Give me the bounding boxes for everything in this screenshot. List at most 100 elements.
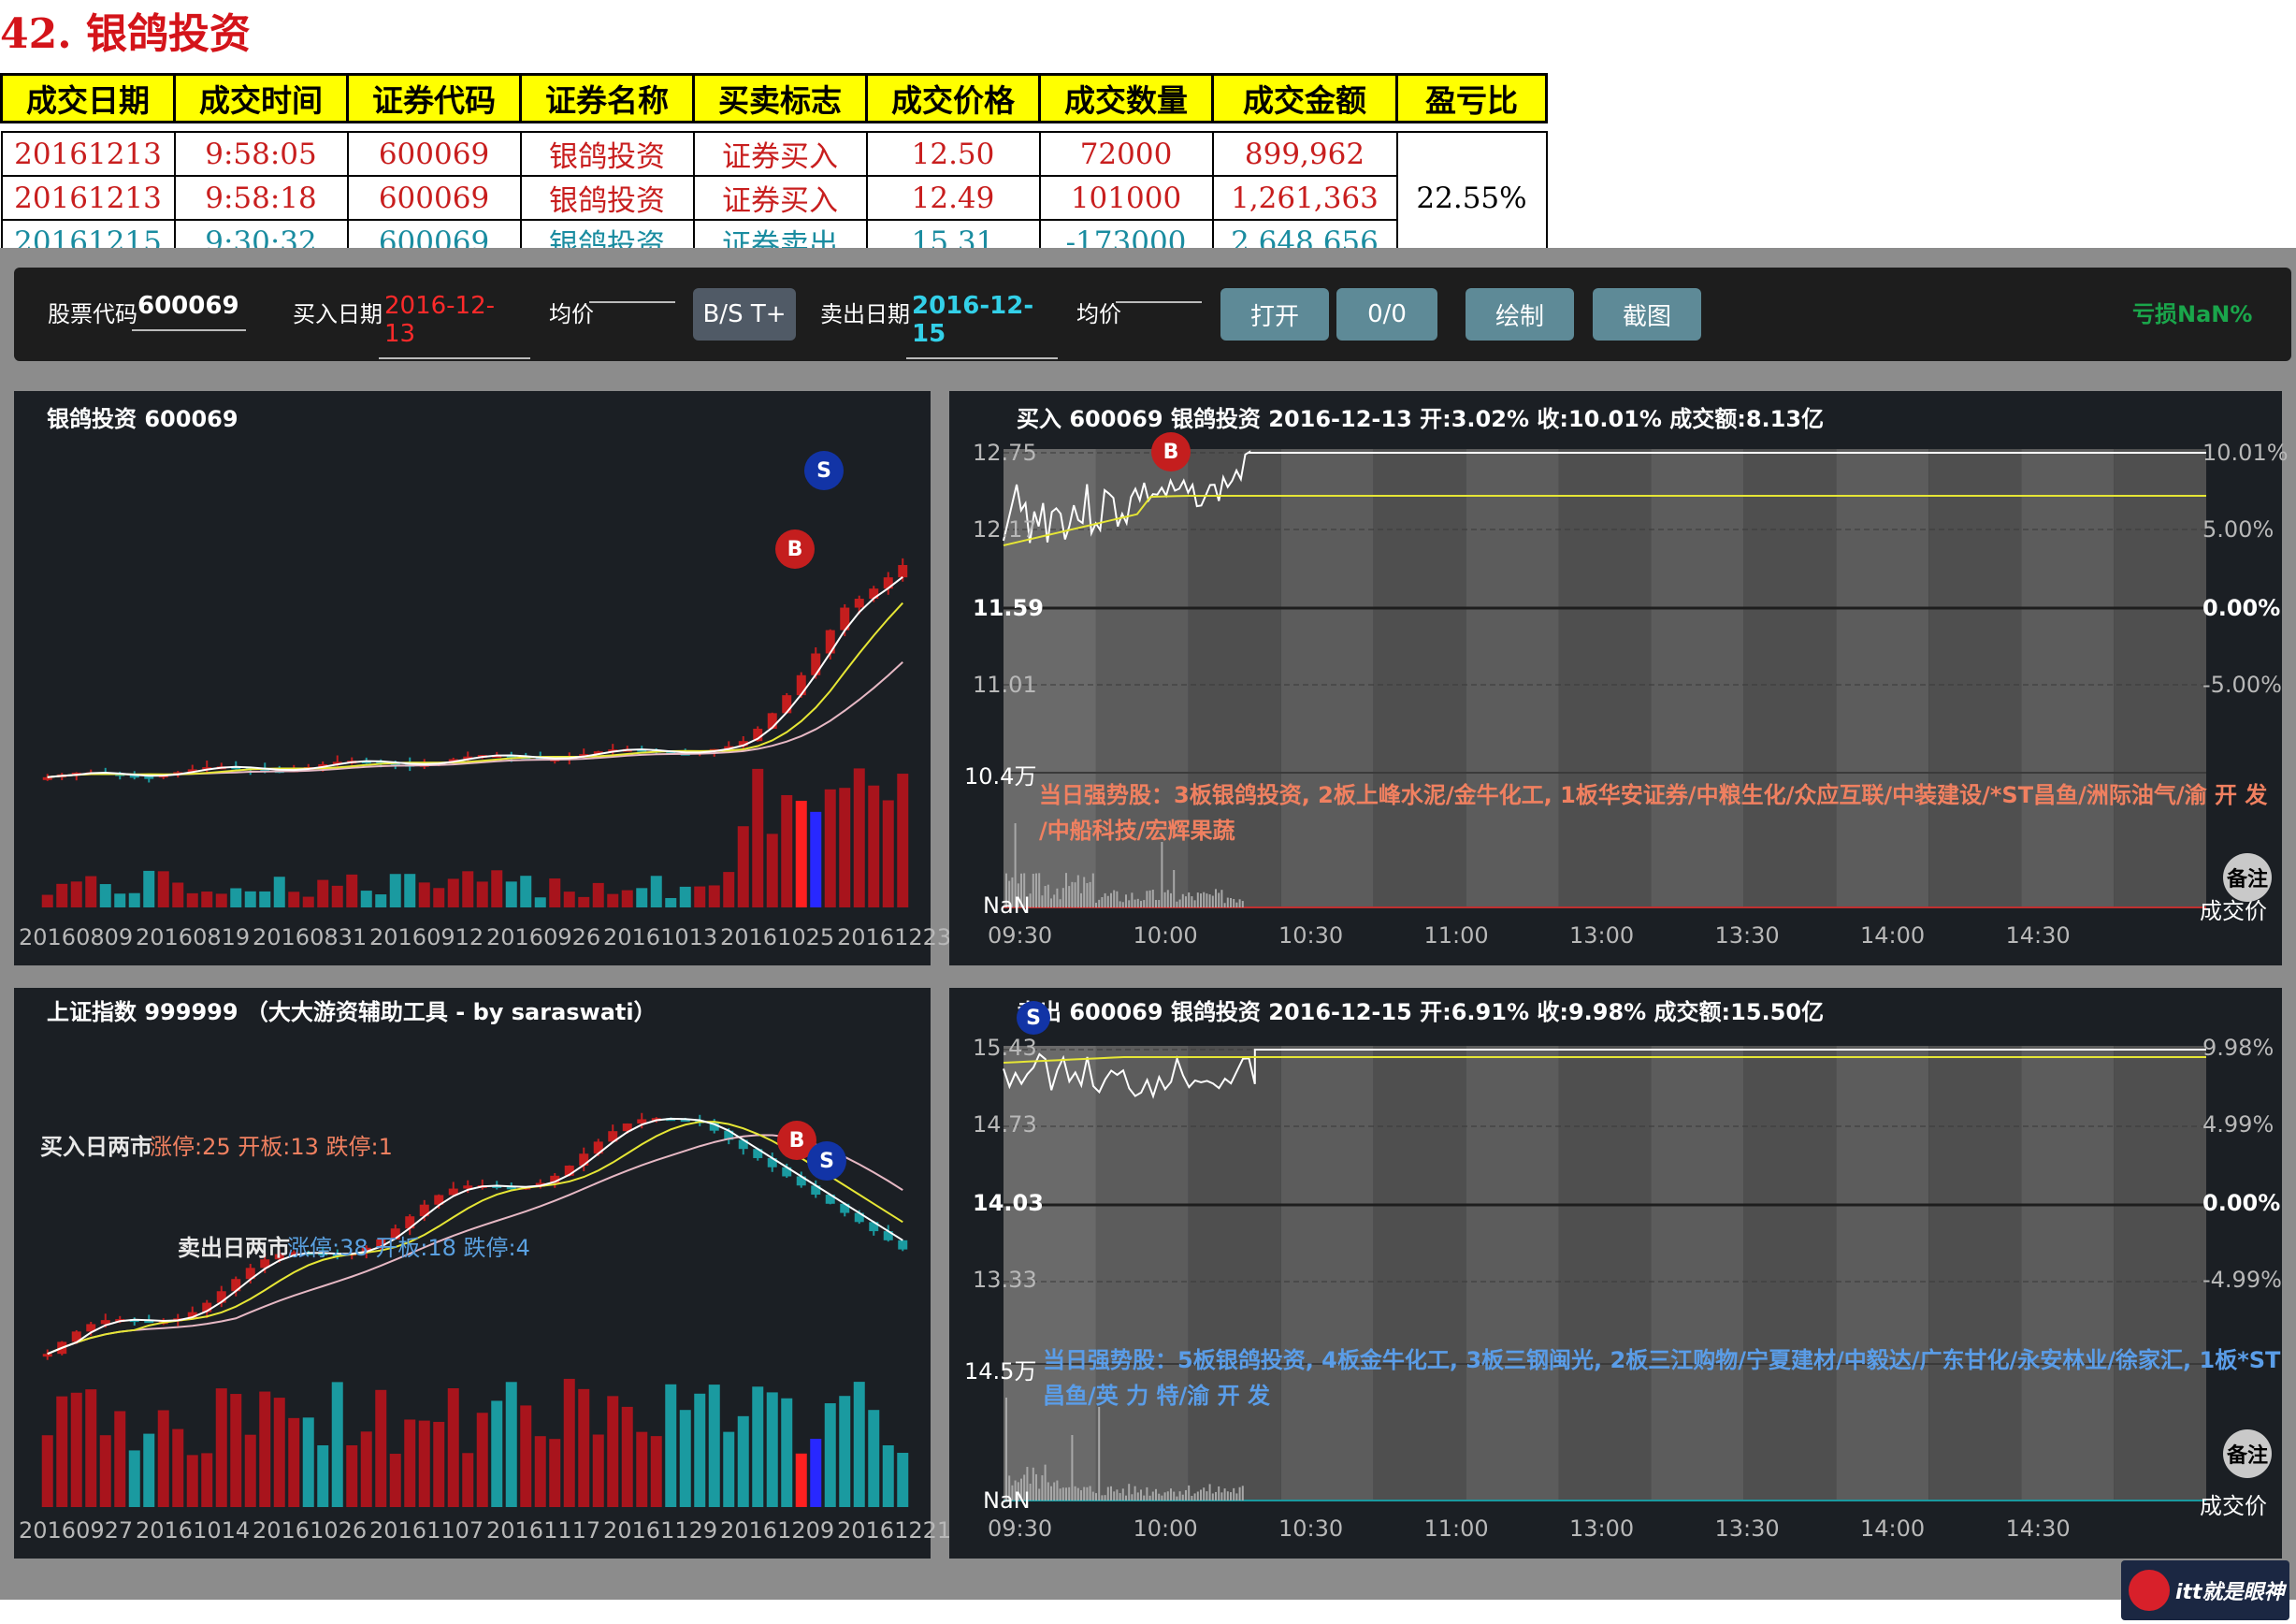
volume-tick xyxy=(1220,890,1223,907)
volume-bar xyxy=(273,877,285,907)
volume-tick xyxy=(1113,890,1116,907)
volume-tick xyxy=(1011,877,1014,907)
volume-tick xyxy=(1116,1489,1119,1501)
volume-bar xyxy=(737,826,749,907)
x-axis-label: 20160927 xyxy=(19,1517,134,1544)
strong-stocks-text: 当日强势股：5板银鸽投资, 4板金牛化工, 3板三钢闽光, 2板三江购物/宁夏建… xyxy=(1043,1347,2281,1373)
draw-button[interactable]: 绘制 xyxy=(1466,288,1574,341)
table-cell: 证券买入 xyxy=(692,131,868,177)
volume-tick xyxy=(1215,1491,1217,1501)
logo-text: itt就是眼神 xyxy=(2175,1581,2285,1604)
price-label: 11.01 xyxy=(973,672,1037,698)
avg-price-line xyxy=(1003,495,2206,546)
volume-tick xyxy=(1193,1493,1196,1501)
candle-body xyxy=(898,565,908,578)
volume-tick xyxy=(1193,900,1196,907)
avg-price-input-buy[interactable] xyxy=(589,292,675,303)
volume-bar xyxy=(897,1453,909,1507)
volume-tick xyxy=(1068,1486,1071,1501)
volume-bar xyxy=(853,1382,865,1507)
volume-tick xyxy=(1020,873,1022,907)
buy-date-input[interactable]: 2016-12-13 xyxy=(379,292,530,359)
volume-bar xyxy=(259,891,271,907)
candle-body xyxy=(434,1195,444,1205)
volume-tick xyxy=(1176,1496,1178,1501)
volume-bar xyxy=(143,1433,155,1507)
volume-bar xyxy=(244,1434,256,1507)
volume-bar xyxy=(534,1436,546,1507)
volume-max-label: 10.4万 xyxy=(964,763,1037,790)
volume-tick xyxy=(1148,890,1151,907)
x-axis-label: 10:30 xyxy=(1278,922,1344,949)
volume-tick xyxy=(1161,1495,1163,1501)
panel-title: 卖出 600069 银鸽投资 2016-12-15 开:6.91% 收:9.98… xyxy=(1017,999,1825,1025)
volume-bar xyxy=(549,1439,561,1507)
volume-tick xyxy=(1146,1486,1148,1501)
volume-tick xyxy=(1196,1491,1199,1501)
volume-tick xyxy=(1146,891,1148,907)
stock-code-input[interactable]: 600069 xyxy=(132,292,246,331)
volume-tick xyxy=(1116,891,1119,907)
candle-body xyxy=(274,1254,284,1260)
x-axis-label: 13:30 xyxy=(1714,1515,1780,1542)
volume-bar xyxy=(389,1454,401,1507)
volume-tick xyxy=(1041,1475,1044,1501)
volume-tick xyxy=(1095,1493,1097,1501)
volume-tick xyxy=(1020,1478,1022,1501)
volume-bar xyxy=(41,1435,53,1507)
candle-body xyxy=(448,1188,458,1196)
volume-tick xyxy=(1056,1480,1059,1501)
sell-marker: S xyxy=(804,451,844,490)
candle-body xyxy=(506,755,516,759)
candle-body xyxy=(811,1185,821,1196)
volume-tick xyxy=(1203,892,1206,907)
sell-date-input[interactable]: 2016-12-15 xyxy=(906,292,1058,359)
volume-bar xyxy=(375,894,387,907)
volume-tick xyxy=(1053,894,1056,907)
candle-body xyxy=(796,674,806,696)
volume-bar xyxy=(737,1415,749,1507)
counter-button[interactable]: 0/0 xyxy=(1336,288,1437,341)
time-band xyxy=(1280,1046,1374,1501)
volume-bar xyxy=(810,811,822,907)
volume-bar xyxy=(56,1396,68,1507)
table-header: 成交日期 成交时间 证券代码 证券名称 买卖标志 成交价格 成交数量 成交金额 … xyxy=(0,73,1548,123)
volume-tick xyxy=(1047,1482,1049,1501)
volume-bar xyxy=(882,800,894,907)
note-button[interactable]: 备注 xyxy=(2223,1429,2272,1478)
x-axis-label: 20161117 xyxy=(486,1517,601,1544)
volume-tick xyxy=(1143,900,1146,907)
header-cell: 成交价格 xyxy=(865,73,1041,123)
avg-price-input-sell[interactable] xyxy=(1116,292,1202,303)
volume-bar xyxy=(491,870,503,907)
candle-body xyxy=(42,1354,52,1357)
x-axis-label: 13:00 xyxy=(1569,922,1635,949)
volume-tick xyxy=(1220,1492,1223,1501)
volume-bar xyxy=(230,1394,242,1507)
volume-tick xyxy=(1050,1486,1052,1501)
volume-bar xyxy=(607,1396,619,1507)
volume-tick xyxy=(1101,896,1104,907)
volume-bar xyxy=(491,1400,503,1507)
volume-tick xyxy=(1080,1490,1082,1501)
volume-tick xyxy=(1005,1398,1007,1501)
price-label: 11.59 xyxy=(973,595,1044,621)
volume-bar xyxy=(650,1436,662,1507)
x-axis-label: 20161223 xyxy=(837,924,952,950)
note-button[interactable]: 备注 xyxy=(2223,853,2272,902)
volume-bar xyxy=(375,1389,387,1507)
volume-bar xyxy=(636,888,648,907)
volume-tick xyxy=(1143,1495,1146,1501)
buy-marker: B xyxy=(1151,432,1191,471)
volume-bar xyxy=(694,1393,706,1507)
screenshot-button[interactable]: 截图 xyxy=(1593,288,1701,341)
candle-body xyxy=(100,1320,110,1325)
price-axis-label: 成交价 xyxy=(2200,1493,2267,1519)
time-band xyxy=(1928,449,2022,907)
candle-body xyxy=(42,776,52,780)
volume-bar xyxy=(592,882,604,907)
table-row: 20161213 9:58:18 600069 银鸽投资 证券买入 12.49 … xyxy=(0,175,1547,221)
sell-day-stats: 涨停:38 开板:18 跌停:4 xyxy=(287,1235,530,1261)
bs-t-button[interactable]: B/S T+ xyxy=(693,288,796,341)
open-button[interactable]: 打开 xyxy=(1220,288,1329,341)
